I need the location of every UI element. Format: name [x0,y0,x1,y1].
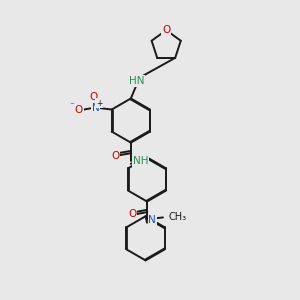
Text: O: O [75,104,83,115]
Text: O: O [89,92,97,102]
Text: CH₃: CH₃ [169,212,187,222]
Text: O: O [128,209,136,219]
Text: N: N [148,215,156,225]
Text: O: O [111,151,119,160]
Text: HN: HN [129,76,145,86]
Text: NH: NH [133,156,148,166]
Text: ⁻: ⁻ [69,101,74,110]
Text: N: N [92,103,99,113]
Text: O: O [162,25,170,35]
Text: +: + [96,98,102,107]
